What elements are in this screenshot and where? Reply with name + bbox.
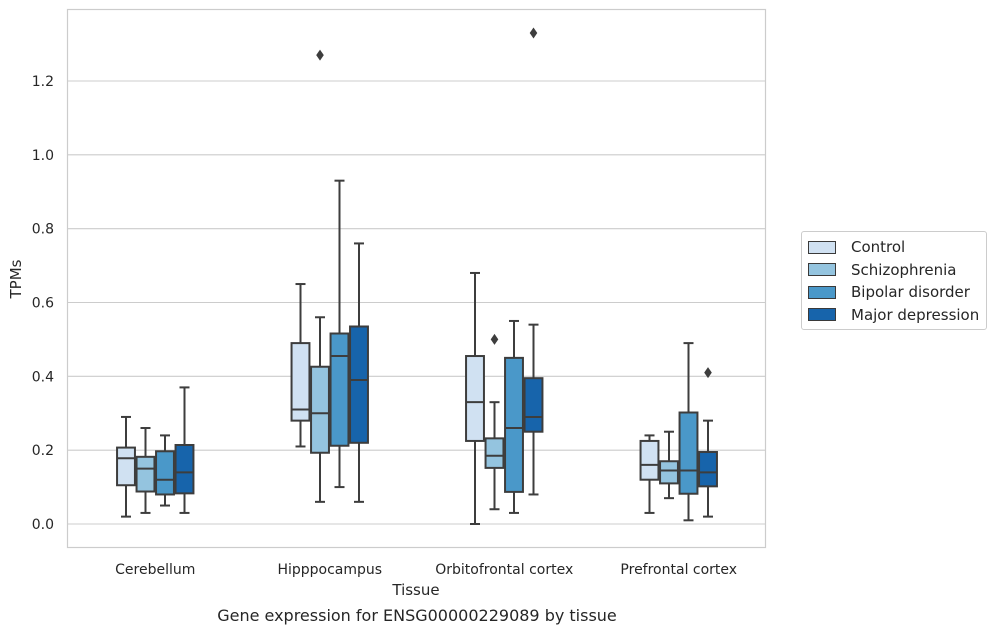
chart-caption: Gene expression for ENSG00000229089 by t… [217,606,617,625]
box [329,332,350,447]
box-group [155,434,175,507]
box-group [678,342,699,522]
y-tick-label: 0.4 [32,369,54,385]
outlier-marker [316,49,324,61]
box [310,365,330,454]
box [155,450,175,496]
box-group [504,319,524,514]
legend-swatch [808,240,836,254]
y-tick-label: 1.0 [32,148,54,164]
x-tick-label: Hipppocampus [277,562,382,578]
box-group [698,367,718,518]
box [174,443,195,495]
legend-swatch [808,308,836,322]
box [116,446,136,487]
y-tick-label: 0.6 [32,295,54,311]
outlier-marker [704,367,712,379]
box [678,411,699,495]
legend-item: Bipolar disorder [802,281,986,304]
box-group [290,283,311,448]
x-axis-label: Tissue [391,581,439,599]
x-tick-labels: Cerebellum Hipppocampus Orbitofrontal cort… [115,562,737,578]
box-group [639,434,660,514]
box [639,439,660,481]
y-tick-labels: 0.0 0.2 0.4 0.6 0.8 1.0 1.2 [32,74,54,533]
legend-item: Schizophrenia [802,259,986,282]
box [349,325,369,444]
box-group [116,415,136,518]
legend-item: Control [802,236,986,259]
plot-frame [66,8,767,549]
box [135,455,156,493]
legend: Control Schizophrenia Bipolar disorder Majo… [801,231,987,330]
box-group [310,49,330,503]
box-plot-series [116,27,718,526]
box-group [484,333,505,511]
legend-label: Major depression [851,305,980,324]
box [659,460,679,485]
box-group [465,271,485,526]
box [465,355,485,442]
y-tick-label: 0.2 [32,443,54,459]
outlier-marker [529,27,538,39]
x-tick-label: Prefrontal cortex [620,562,737,578]
legend-swatch [808,285,836,299]
x-tick-label: Cerebellum [115,562,195,578]
outlier-marker [490,333,499,345]
box [504,356,524,493]
legend-item: Major depression [802,304,986,327]
box-group [349,242,369,503]
box [523,377,544,433]
legend-label: Bipolar disorder [851,283,970,302]
box-group [659,430,679,500]
box-group [329,179,350,489]
box-group [135,427,156,514]
legend-label: Control [851,238,906,257]
y-tick-label: 0.8 [32,222,54,238]
y-tick-label: 0.0 [32,517,54,533]
legend-swatch [808,263,836,277]
box-group [523,27,544,496]
y-tick-label: 1.2 [32,74,54,90]
box [484,437,505,469]
box-group [174,386,195,514]
legend-label: Schizophrenia [851,260,957,279]
y-axis-label: TPMs [7,259,25,299]
x-tick-label: Orbitofrontal cortex [435,562,573,578]
box [290,342,311,422]
box [698,451,718,488]
